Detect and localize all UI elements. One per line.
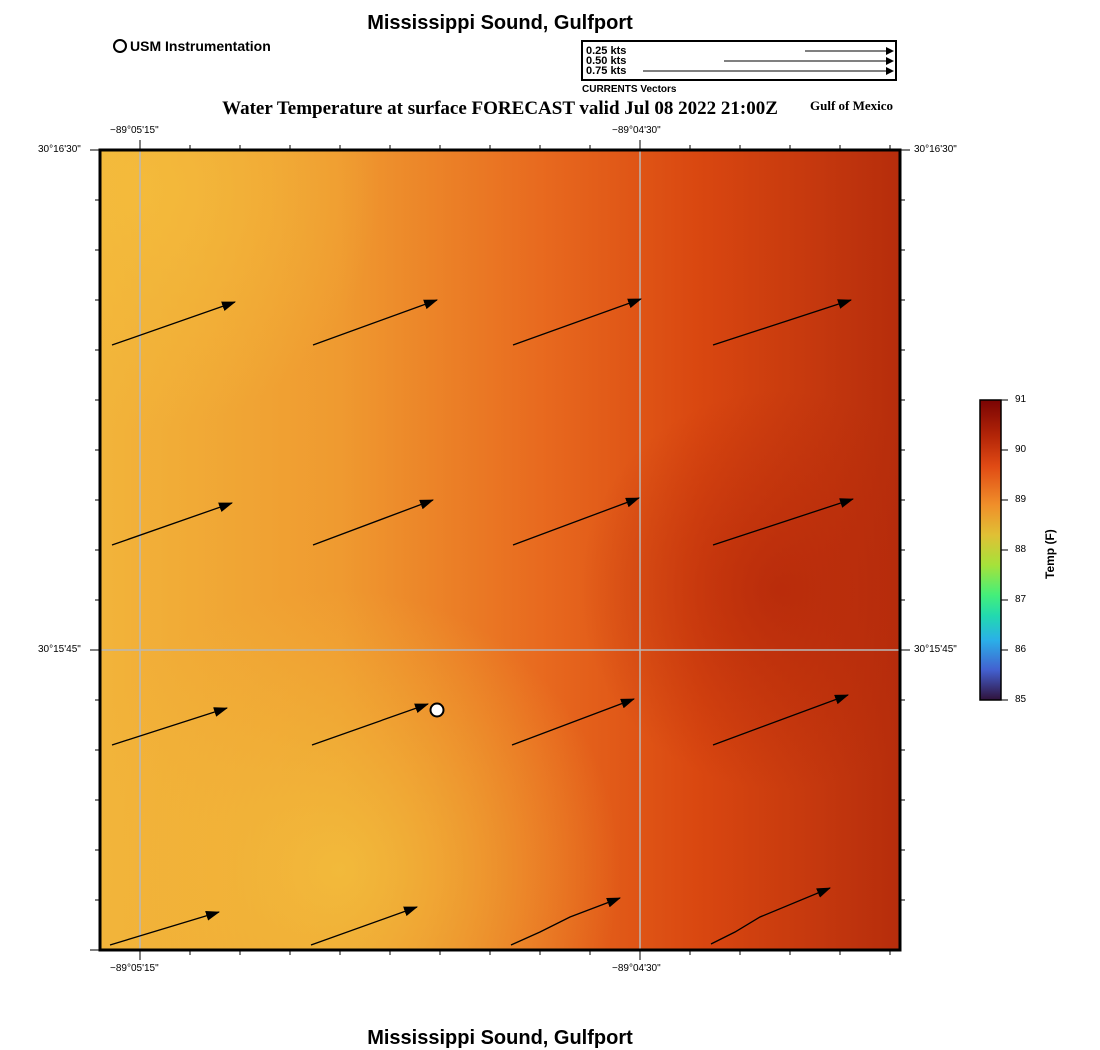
lat-label-left: 30°16'30" xyxy=(38,144,81,155)
region-label: Gulf of Mexico xyxy=(810,98,894,113)
lat-label-right: 30°15'45" xyxy=(914,644,957,655)
current-vector xyxy=(512,497,640,546)
lon-label-top: −89°04'30" xyxy=(612,125,661,136)
footer-title: Mississippi Sound, Gulfport xyxy=(367,1027,633,1049)
current-vector xyxy=(510,897,621,946)
vector-legend: 0.25 kts 0.50 kts 0.75 kts xyxy=(581,40,897,81)
lon-label-top: −89°05'15" xyxy=(110,125,159,136)
current-vector xyxy=(712,694,849,746)
current-vector xyxy=(710,887,831,945)
current-vector xyxy=(312,499,434,546)
lat-label-left: 30°15'45" xyxy=(38,644,81,655)
vector-legend-row: 0.25 kts xyxy=(586,45,627,57)
usm-station-marker xyxy=(429,702,445,718)
colorbar-tick-label: 89 xyxy=(1015,494,1027,505)
frame-ticks xyxy=(90,140,910,960)
current-vector xyxy=(512,298,642,346)
graticule xyxy=(100,150,900,950)
current-vectors xyxy=(109,298,854,946)
current-vector xyxy=(109,910,220,946)
current-vector xyxy=(712,498,854,546)
vector-legend-row: 0.50 kts xyxy=(586,55,627,67)
colorbar-tick-label: 88 xyxy=(1015,544,1027,555)
current-vector xyxy=(111,707,228,746)
lon-label-bottom: −89°04'30" xyxy=(612,963,661,974)
current-vector xyxy=(310,906,418,946)
colorbar-tick-label: 87 xyxy=(1015,594,1027,605)
map-title: Mississippi Sound, Gulfport xyxy=(367,12,633,34)
lat-label-right: 30°16'30" xyxy=(914,144,957,155)
current-vector xyxy=(712,299,852,346)
current-vector xyxy=(511,698,635,746)
current-vector xyxy=(111,502,233,546)
vector-legend-caption: CURRENTS Vectors xyxy=(582,84,677,95)
colorbar-tick-label: 86 xyxy=(1015,644,1027,655)
map-subtitle: Water Temperature at surface FORECAST va… xyxy=(222,98,778,119)
usm-legend-label: USM Instrumentation xyxy=(130,38,271,54)
vector-legend-arrows xyxy=(643,47,894,75)
colorbar-tick-label: 85 xyxy=(1015,694,1027,705)
lon-label-bottom: −89°05'15" xyxy=(110,963,159,974)
colorbar-tick-label: 91 xyxy=(1015,394,1027,405)
current-vector xyxy=(311,703,429,746)
vector-legend-row: 0.75 kts xyxy=(586,65,627,77)
station-marker-icon xyxy=(113,39,127,53)
colorbar-label: Temp (F) xyxy=(1043,529,1057,579)
colorbar xyxy=(979,399,1008,701)
colorbar-tick-label: 90 xyxy=(1015,444,1027,455)
current-vector xyxy=(312,299,438,346)
colorbar-scale xyxy=(979,399,1002,701)
usm-legend: USM Instrumentation xyxy=(113,38,271,54)
current-vector xyxy=(111,301,236,346)
